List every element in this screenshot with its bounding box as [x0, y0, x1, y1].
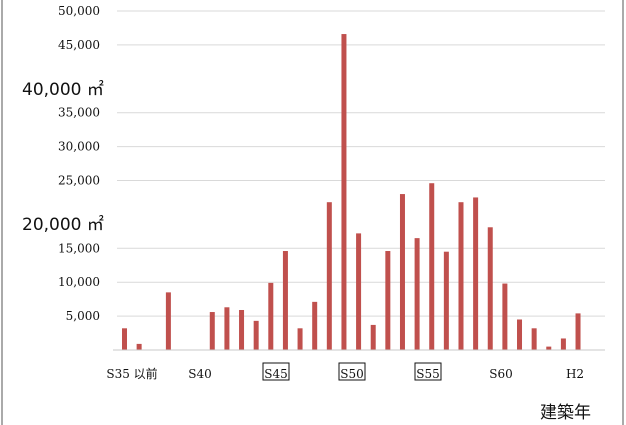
annotation-20000: 20,000 ㎡ [22, 215, 104, 235]
bar [414, 238, 420, 350]
bar [326, 202, 332, 350]
bar [312, 301, 318, 350]
bar [297, 328, 303, 350]
x-axis-title: 建築年 [540, 403, 591, 423]
x-tick-group: S50 [338, 362, 366, 381]
bar [282, 251, 288, 350]
bar [224, 307, 230, 350]
x-tick-group: H2 [566, 367, 584, 381]
x-tick-label: S50 [340, 367, 364, 381]
x-tick-label: S60 [489, 367, 513, 381]
x-tick-label: S55 [416, 367, 440, 381]
bar [502, 283, 508, 350]
bar [531, 328, 537, 350]
bar [122, 328, 127, 350]
y-tick-label: 30,000 [58, 140, 100, 154]
bar [209, 312, 215, 350]
bar [458, 202, 464, 350]
bar [370, 324, 376, 350]
y-tick-label: 15,000 [58, 241, 100, 255]
bar [356, 233, 362, 350]
x-tick-group: S60 [489, 367, 513, 381]
bar [517, 319, 523, 350]
x-tick-label-box [338, 362, 366, 381]
y-tick-label: 5,000 [66, 309, 100, 323]
x-axis-tick-labels: S35 以前 S40 S45 S50 S55 S60 H2 [106, 362, 584, 381]
x-tick-label-box [262, 362, 290, 381]
x-tick-group: S45 [262, 362, 290, 381]
bar [487, 227, 493, 350]
bar [239, 309, 245, 350]
bar [165, 292, 171, 350]
x-tick-label: S45 [264, 367, 288, 381]
bar [341, 34, 347, 350]
x-tick-group: S40 [188, 367, 212, 381]
bar [473, 197, 479, 350]
bar-series [122, 34, 581, 350]
y-tick-label: 10,000 [58, 275, 100, 289]
x-tick-group: S55 [414, 362, 442, 381]
x-tick-label: H2 [566, 367, 584, 381]
bar [385, 251, 391, 350]
y-tick-label: 45,000 [58, 38, 100, 52]
bar [443, 251, 449, 350]
x-tick-label-box [414, 362, 442, 381]
bar [429, 183, 435, 350]
y-axis-tick-labels: 50,000 45,000 35,000 30,000 25,000 15,000 10,0… [58, 4, 100, 323]
y-tick-label: 50,000 [58, 4, 100, 18]
bar [136, 343, 142, 350]
bar [575, 313, 581, 350]
bar [399, 194, 405, 350]
x-tick-group: S35 以前 [106, 366, 157, 381]
annotation-40000: 40,000 ㎡ [22, 80, 104, 100]
bar [560, 338, 566, 350]
y-tick-label: 25,000 [58, 174, 100, 188]
bar [268, 282, 274, 350]
bar [546, 346, 552, 350]
bar [253, 320, 259, 350]
y-tick-label: 35,000 [58, 106, 100, 120]
x-tick-label: S40 [188, 367, 212, 381]
x-tick-label: S35 以前 [106, 366, 157, 381]
